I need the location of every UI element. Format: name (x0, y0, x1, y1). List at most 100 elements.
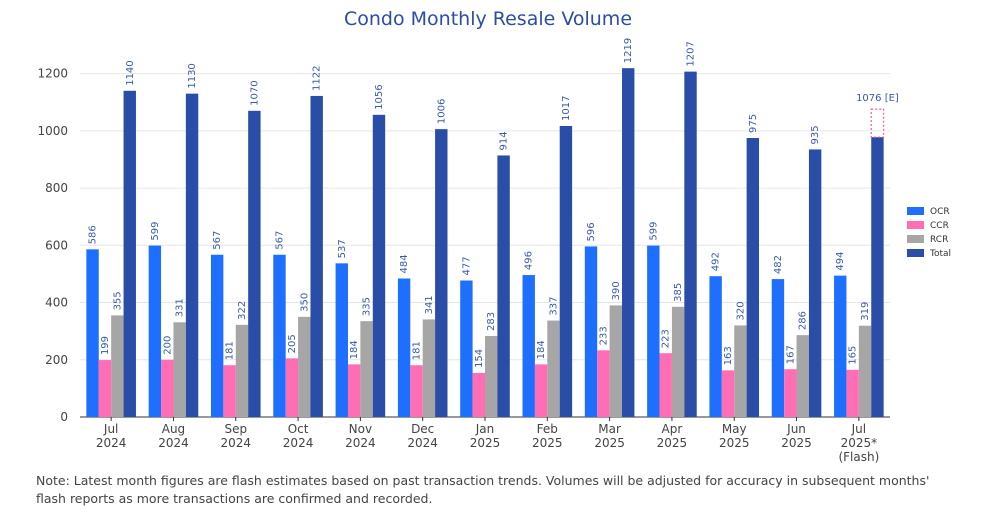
bar-ocr (709, 276, 722, 417)
data-label: 341 (424, 295, 435, 314)
x-tick-label: 2025 (594, 436, 625, 450)
data-label: 165 (848, 346, 859, 365)
bar-ccr (98, 360, 112, 417)
bar-rcr (609, 305, 623, 417)
x-tick-label: Jul (103, 422, 118, 436)
bar-total (123, 90, 136, 418)
bar-rcr (298, 316, 311, 417)
x-tick-label: 2024 (407, 436, 438, 450)
bar-rcr (422, 319, 436, 417)
bar-ccr (534, 364, 548, 417)
data-label: 223 (661, 329, 672, 348)
data-label: 596 (586, 222, 597, 241)
bar-ccr (784, 369, 797, 417)
x-tick-label: Dec (411, 422, 434, 436)
bar-total (559, 125, 573, 417)
y-tick-label: 1200 (37, 67, 68, 81)
bar-ocr (522, 275, 535, 417)
data-label: 482 (773, 255, 784, 274)
data-label: 1219 (623, 38, 634, 63)
bar-ccr (410, 365, 423, 417)
flash-estimate-label: 1076 [E] (856, 93, 899, 104)
data-label: 167 (785, 345, 796, 364)
data-label: 154 (474, 349, 485, 368)
flash-estimate: 1076 [E] (856, 93, 899, 138)
data-label: 477 (461, 256, 472, 275)
y-tick-label: 0 (60, 410, 68, 424)
data-label: 1056 (374, 84, 385, 109)
data-label: 567 (212, 231, 223, 250)
flash-estimate-outline (870, 108, 885, 138)
x-tick-label: 2024 (345, 436, 376, 450)
legend-label-rcr: RCR (930, 235, 948, 245)
x-tick-label: Aug (162, 422, 185, 436)
bar-ccr (161, 359, 174, 417)
bar-rcr (796, 335, 809, 417)
x-tick-label: Feb (537, 422, 558, 436)
data-label: 205 (287, 334, 298, 353)
bar-rcr (173, 322, 186, 417)
data-label: 914 (499, 131, 510, 150)
x-tick-label: Mar (598, 422, 621, 436)
data-label: 586 (88, 225, 99, 244)
bar-ocr (148, 245, 162, 417)
data-label: 1207 (686, 41, 697, 66)
data-label: 1140 (125, 60, 136, 85)
x-tick-label: 2024 (96, 436, 127, 450)
x-tick-label: May (722, 422, 747, 436)
data-label: 385 (673, 283, 684, 302)
data-label: 1122 (312, 65, 323, 90)
data-label: 1017 (561, 96, 572, 121)
bar-rcr (485, 336, 498, 417)
bar-rcr (111, 315, 124, 417)
data-label: 350 (299, 293, 310, 312)
data-label: 355 (112, 291, 123, 310)
legend-swatch-total (907, 249, 924, 257)
bar-ocr (210, 254, 224, 417)
x-tick-label: 2024 (220, 436, 251, 450)
data-label: 283 (486, 312, 497, 331)
bar-ocr (460, 280, 473, 417)
bar-ccr (659, 353, 672, 417)
data-label: 286 (798, 311, 809, 330)
bar-rcr (547, 320, 560, 417)
bar-total (497, 155, 510, 417)
x-tick-label: Jun (786, 422, 806, 436)
x-tick-label: Jan (475, 422, 495, 436)
bar-ocr (273, 254, 286, 417)
bar-total (435, 129, 448, 418)
data-label: 1130 (187, 63, 198, 88)
bar-total (684, 71, 697, 417)
data-label: 181 (225, 341, 236, 360)
bar-rcr (671, 306, 685, 417)
x-tick-label: 2024 (283, 436, 314, 450)
bar-total (622, 68, 635, 417)
data-label: 494 (835, 252, 846, 271)
data-label: 184 (536, 340, 547, 359)
x-tick-label: (Flash) (838, 450, 879, 464)
legend-label-total: Total (929, 249, 951, 259)
x-tick-label: 2025* (841, 436, 878, 450)
bar-rcr (360, 321, 373, 417)
bar-total (248, 110, 261, 418)
data-label: 320 (735, 301, 746, 320)
bar-total (372, 114, 386, 418)
y-tick-label: 1000 (37, 124, 68, 138)
legend-label-ocr: OCR (930, 207, 950, 217)
x-tick-label: 2025 (532, 436, 563, 450)
data-label: 496 (524, 251, 535, 270)
data-label: 484 (399, 254, 410, 273)
data-labels: 586 199 355 1140 599 200 331 1130 567 181 322 1070 5… (88, 38, 871, 368)
data-label: 935 (810, 125, 821, 144)
x-tick-label: Sep (224, 422, 247, 436)
footnote: Note: Latest month figures are flash est… (36, 473, 930, 506)
data-label: 492 (711, 252, 722, 271)
chart: Condo Monthly Resale Volume 0 200 400 600 80… (37, 8, 951, 464)
grid (80, 73, 890, 361)
data-label: 184 (349, 340, 360, 359)
data-label: 1006 (436, 99, 447, 124)
data-label: 975 (748, 114, 759, 133)
data-label: 163 (723, 346, 734, 365)
x-axis: Jul2024Aug2024Sep2024Oct2024Nov2024Dec20… (96, 417, 879, 464)
legend-swatch-rcr (907, 235, 924, 243)
